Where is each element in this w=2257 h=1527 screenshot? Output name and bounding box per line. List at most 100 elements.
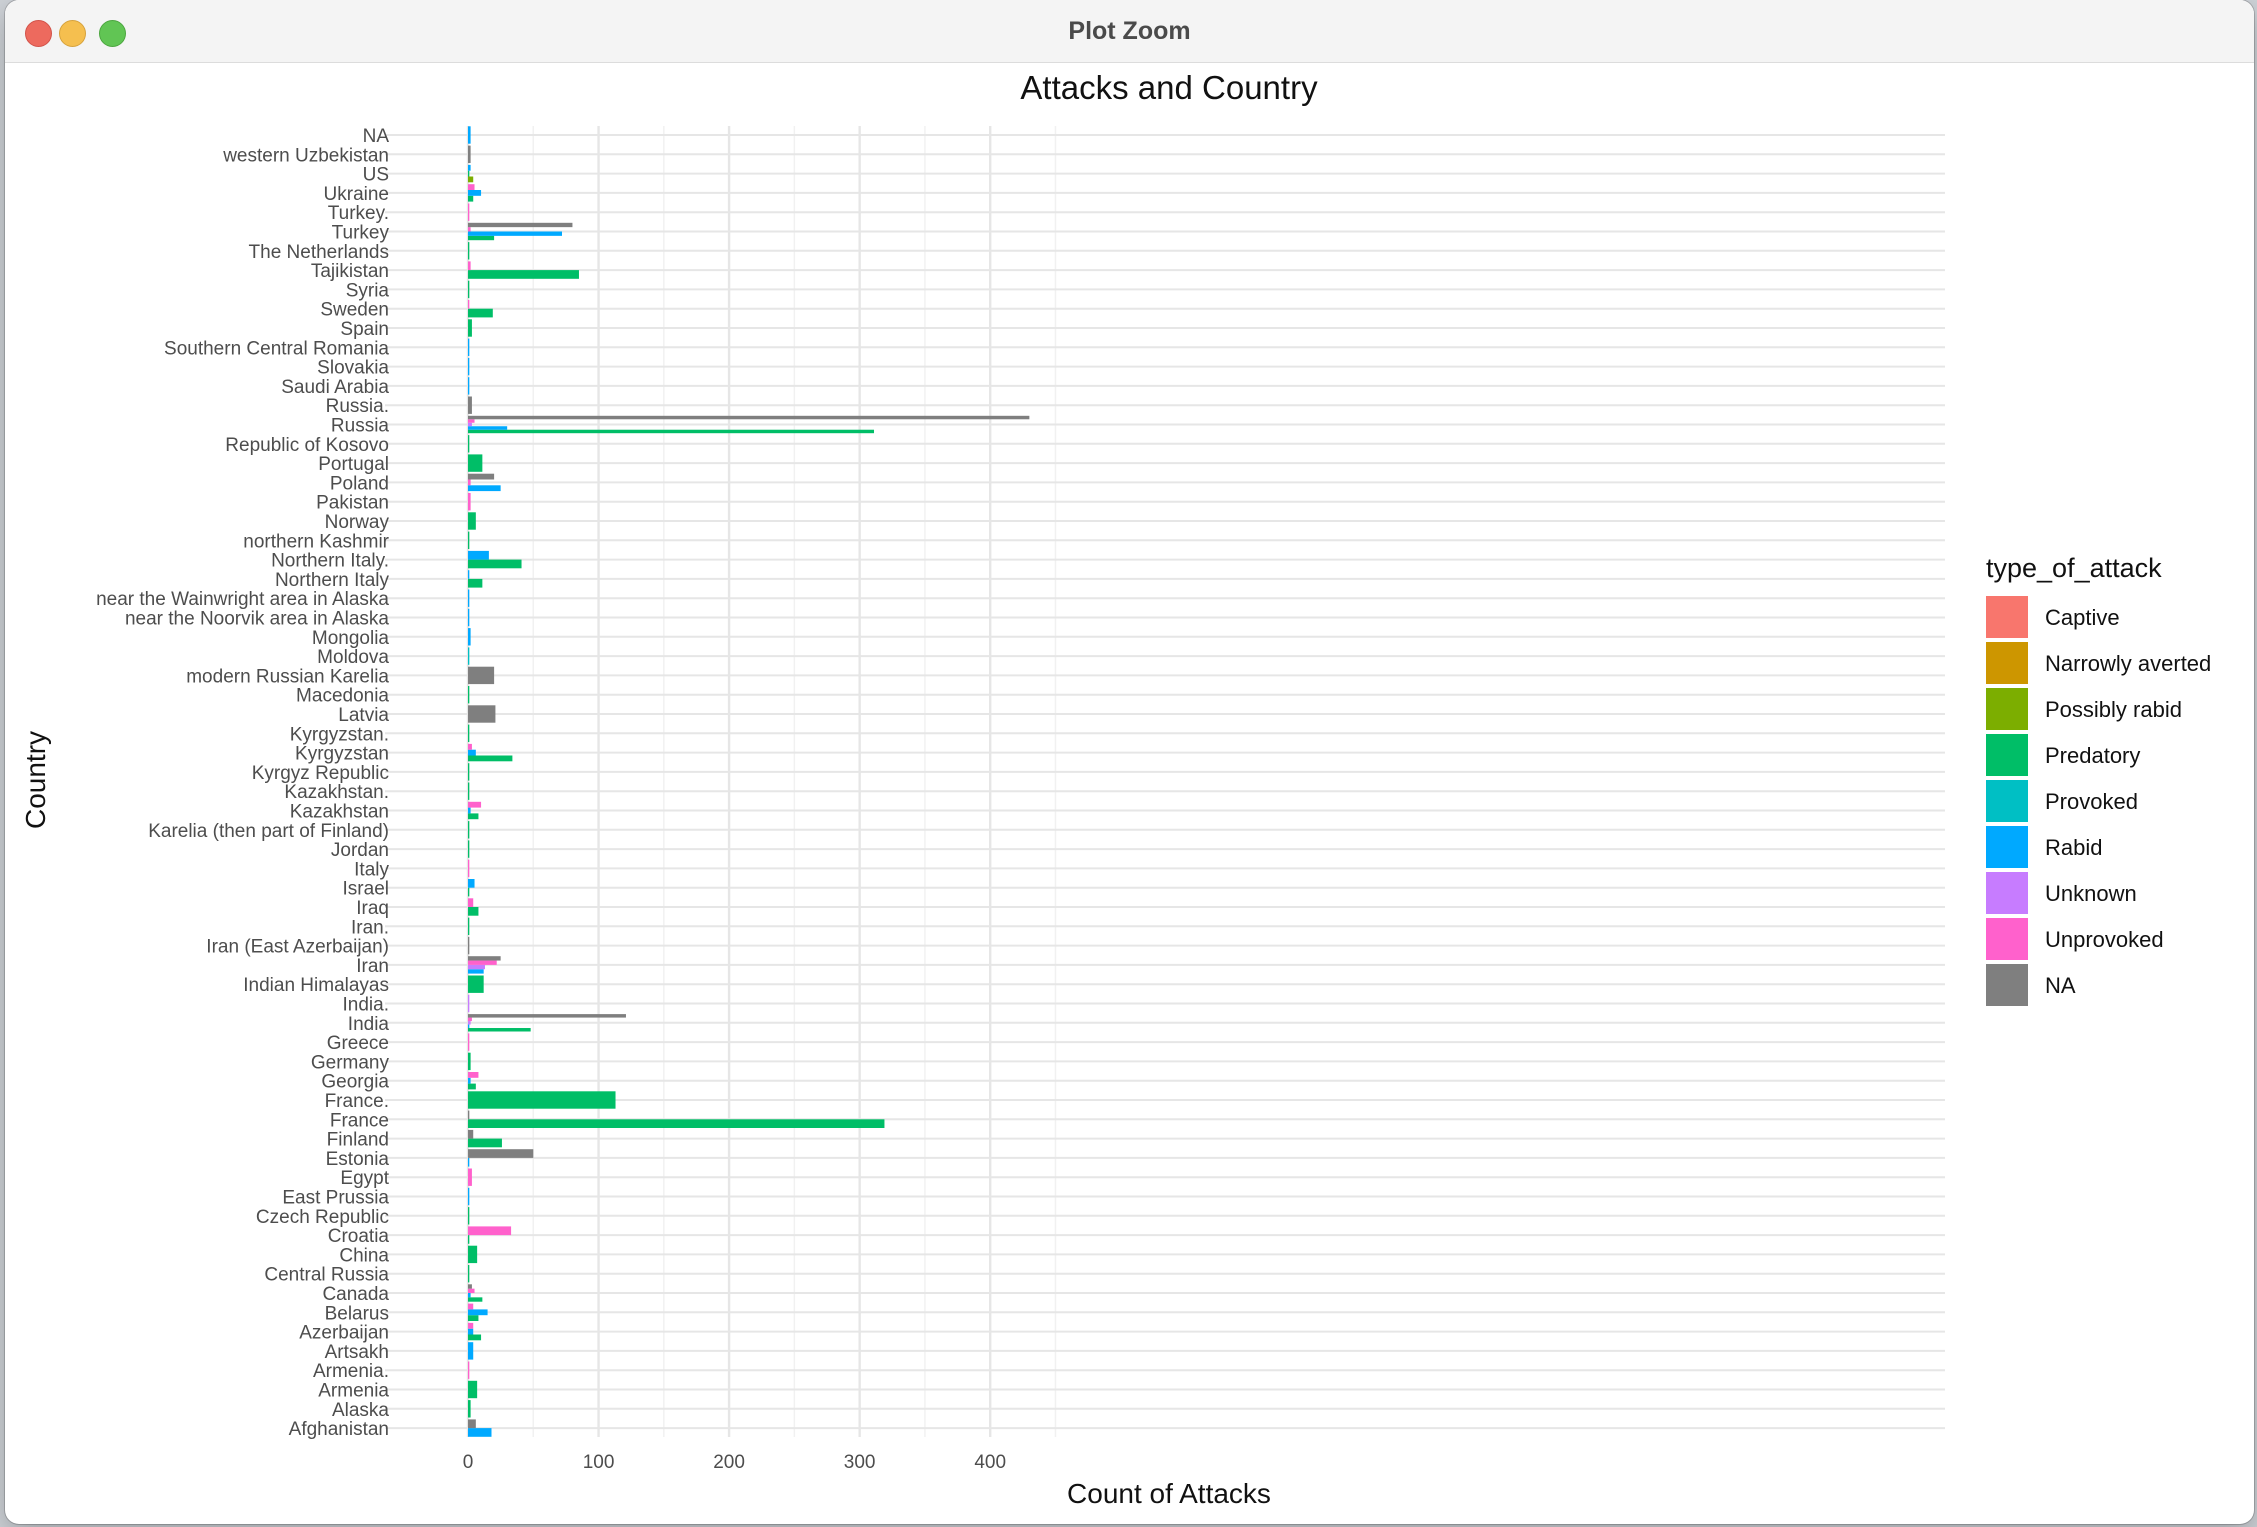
y-tick-label: Iran (East Azerbaijan) bbox=[206, 937, 389, 958]
close-window-button[interactable] bbox=[25, 20, 52, 47]
legend-title: type_of_attack bbox=[1986, 553, 2162, 583]
y-tick-label: Finland bbox=[327, 1130, 389, 1151]
legend-key-captive bbox=[1986, 596, 2028, 638]
bar-germany-predatory bbox=[468, 1052, 471, 1071]
bar-western-uzbekistan-na bbox=[468, 145, 471, 163]
legend-key-unprovoked bbox=[1986, 918, 2028, 960]
bar-canada-rabid bbox=[468, 1293, 471, 1298]
y-tick-label: Norway bbox=[325, 512, 390, 533]
y-tick-label: Ukraine bbox=[324, 184, 389, 205]
bar-russia-unprovoked bbox=[468, 419, 475, 423]
title-bar: Plot Zoom bbox=[5, 0, 2254, 63]
window-title: Plot Zoom bbox=[1068, 17, 1191, 45]
legend-key-unknown bbox=[1986, 872, 2028, 914]
bar-france-predatory bbox=[468, 1119, 885, 1128]
y-tick-label: Indian Himalayas bbox=[243, 975, 389, 996]
bar-france--predatory bbox=[468, 1091, 616, 1109]
bar-southern-central-romania-rabid bbox=[468, 338, 470, 356]
bar-us-possibly-rabid bbox=[468, 176, 474, 183]
bar-poland-rabid bbox=[468, 485, 501, 492]
y-tick-label: Iran. bbox=[351, 917, 389, 938]
y-tick-label: France bbox=[330, 1110, 389, 1131]
bar-armenia--unprovoked bbox=[468, 1361, 470, 1379]
y-tick-label: Tajikistan bbox=[311, 261, 389, 282]
x-tick-label: 300 bbox=[844, 1452, 876, 1473]
bar-estonia-na bbox=[468, 1149, 534, 1158]
y-tick-label: Saudi Arabia bbox=[281, 377, 389, 398]
bar-iran-na bbox=[468, 956, 501, 961]
bar-ukraine-predatory bbox=[468, 195, 474, 202]
minimize-window-button[interactable] bbox=[59, 20, 86, 47]
bar-sweden-unprovoked bbox=[468, 300, 470, 309]
bar-northern-italy-predatory bbox=[468, 578, 483, 588]
bar-macedonia-predatory bbox=[468, 686, 470, 704]
bar-india-na bbox=[468, 1014, 626, 1018]
bar-czech-republic-predatory bbox=[468, 1207, 470, 1225]
y-tick-label: Afghanistan bbox=[289, 1419, 389, 1440]
bar-georgia-rabid bbox=[468, 1077, 471, 1084]
bar-kyrgyzstan-predatory bbox=[468, 755, 513, 762]
bar-kazakhstan-predatory bbox=[468, 813, 479, 820]
bar-russia-predatory bbox=[468, 429, 875, 434]
x-tick-label: 200 bbox=[713, 1452, 745, 1473]
bar-kazakhstan--predatory bbox=[468, 782, 470, 800]
y-tick-label: Jordan bbox=[331, 840, 389, 861]
bar-turkey-na bbox=[468, 222, 573, 228]
zoom-window-button[interactable] bbox=[99, 20, 126, 47]
bar-karelia-then-part-of-finland--predatory bbox=[468, 821, 470, 839]
bar-belarus-unprovoked bbox=[468, 1303, 474, 1310]
y-tick-label: The Netherlands bbox=[249, 242, 389, 263]
y-tick-label: Poland bbox=[330, 473, 389, 494]
bar-poland-unprovoked bbox=[468, 479, 471, 486]
bar-jordan-predatory bbox=[468, 840, 470, 858]
y-tick-label: Israel bbox=[343, 879, 389, 900]
bar-azerbaijan-unprovoked bbox=[468, 1322, 474, 1329]
bar-kyrgyz-republic-predatory bbox=[468, 763, 470, 781]
y-tick-label: Italy bbox=[354, 859, 389, 880]
bar-turkey-rabid bbox=[468, 231, 562, 236]
y-tick-label: Kyrgyzstan. bbox=[290, 724, 389, 745]
bar-iran-unknown bbox=[468, 964, 485, 970]
y-tick-label: Kyrgyz Republic bbox=[252, 763, 389, 784]
bar-iran-unprovoked bbox=[468, 960, 497, 965]
bar-saudi-arabia-rabid bbox=[468, 377, 470, 395]
y-tick-label: near the Wainwright area in Alaska bbox=[96, 589, 389, 610]
y-tick-label: Czech Republic bbox=[256, 1207, 389, 1228]
bar-turkey-predatory bbox=[468, 235, 495, 241]
bar-moldova-provoked bbox=[468, 647, 470, 665]
bar-kazakhstan-rabid bbox=[468, 807, 471, 814]
y-tick-label: near the Noorvik area in Alaska bbox=[125, 609, 389, 630]
bar-republic-of-kosovo-predatory bbox=[468, 435, 470, 453]
y-tick-label: Southern Central Romania bbox=[164, 338, 389, 359]
bar-finland-predatory bbox=[468, 1138, 502, 1148]
bar-georgia-unprovoked bbox=[468, 1072, 479, 1078]
bar-italy-unprovoked bbox=[468, 859, 470, 878]
y-tick-label: Armenia bbox=[318, 1381, 389, 1402]
bar-egypt-unprovoked bbox=[468, 1168, 472, 1186]
legend-key-possibly-rabid bbox=[1986, 688, 2028, 730]
legend-label: Captive bbox=[2045, 605, 2120, 630]
y-tick-label: Egypt bbox=[340, 1168, 389, 1189]
y-tick-label: Turkey. bbox=[328, 203, 389, 224]
bar-canada-unprovoked bbox=[468, 1288, 475, 1293]
bar-northern-italy-rabid bbox=[468, 570, 470, 579]
y-tick-label: Karelia (then part of Finland) bbox=[148, 821, 389, 842]
y-tick-label: Iran bbox=[356, 956, 389, 977]
legend-label: Rabid bbox=[2045, 835, 2102, 860]
y-tick-label: Kyrgyzstan bbox=[295, 744, 389, 765]
y-tick-label: Central Russia bbox=[264, 1265, 389, 1286]
y-tick-label: Iraq bbox=[356, 898, 389, 919]
y-tick-label: Azerbaijan bbox=[299, 1323, 389, 1344]
bar-mongolia-rabid bbox=[468, 628, 471, 646]
bar-central-russia-predatory bbox=[468, 1265, 470, 1283]
y-tick-label: India bbox=[348, 1014, 390, 1035]
bar-iran--predatory bbox=[468, 917, 470, 935]
y-tick-label: Belarus bbox=[325, 1303, 389, 1324]
bar-us-rabid bbox=[468, 164, 471, 171]
bar-canada-na bbox=[468, 1284, 472, 1289]
bar-afghanistan-na bbox=[468, 1419, 476, 1429]
bar-china-predatory bbox=[468, 1245, 478, 1264]
bar-tajikistan-predatory bbox=[468, 270, 579, 279]
legend-label: Unprovoked bbox=[2045, 927, 2164, 952]
x-tick-label: 400 bbox=[974, 1452, 1006, 1473]
